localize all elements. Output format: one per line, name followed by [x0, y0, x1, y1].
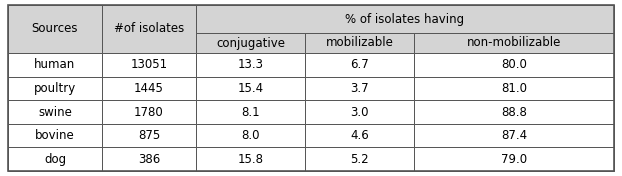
Bar: [8, 5, 102, 53]
Text: 88.8: 88.8: [501, 105, 527, 118]
Text: 79.0: 79.0: [501, 153, 527, 166]
Text: 13.3: 13.3: [238, 58, 263, 71]
Text: human: human: [34, 58, 76, 71]
Text: swine: swine: [38, 105, 72, 118]
Text: 5.2: 5.2: [350, 153, 369, 166]
Bar: [8, 77, 102, 100]
Bar: [8, 100, 102, 124]
Bar: [196, 5, 614, 33]
Bar: [305, 33, 414, 53]
Text: 1780: 1780: [134, 105, 164, 118]
Text: 6.7: 6.7: [350, 58, 369, 71]
Text: 87.4: 87.4: [501, 129, 527, 142]
Bar: [196, 147, 305, 171]
Bar: [196, 100, 305, 124]
Bar: [196, 77, 305, 100]
Text: 386: 386: [137, 153, 160, 166]
Text: 3.0: 3.0: [350, 105, 369, 118]
Bar: [102, 53, 196, 77]
Text: #of isolates: #of isolates: [114, 23, 184, 36]
Bar: [414, 33, 614, 53]
Bar: [102, 100, 196, 124]
Text: 13051: 13051: [131, 58, 167, 71]
Text: 3.7: 3.7: [350, 82, 369, 95]
Bar: [414, 124, 614, 147]
Bar: [102, 77, 196, 100]
Bar: [102, 5, 196, 53]
Bar: [305, 147, 414, 171]
Bar: [102, 147, 196, 171]
Bar: [102, 124, 196, 147]
Bar: [305, 100, 414, 124]
Text: dog: dog: [44, 153, 66, 166]
Text: 15.4: 15.4: [238, 82, 264, 95]
Bar: [414, 53, 614, 77]
Bar: [8, 124, 102, 147]
Text: 875: 875: [137, 129, 160, 142]
Text: mobilizable: mobilizable: [325, 36, 394, 49]
Bar: [414, 77, 614, 100]
Text: 80.0: 80.0: [501, 58, 527, 71]
Text: bovine: bovine: [35, 129, 75, 142]
Text: poultry: poultry: [34, 82, 76, 95]
Text: 15.8: 15.8: [238, 153, 263, 166]
Text: conjugative: conjugative: [216, 36, 285, 49]
Bar: [414, 100, 614, 124]
Bar: [8, 147, 102, 171]
Bar: [305, 53, 414, 77]
Text: non-mobilizable: non-mobilizable: [467, 36, 561, 49]
Bar: [196, 33, 305, 53]
Text: 4.6: 4.6: [350, 129, 369, 142]
Bar: [305, 77, 414, 100]
Bar: [8, 53, 102, 77]
Text: 81.0: 81.0: [501, 82, 527, 95]
Text: 8.1: 8.1: [241, 105, 260, 118]
Text: % of isolates having: % of isolates having: [345, 12, 465, 26]
Bar: [196, 124, 305, 147]
Text: 8.0: 8.0: [241, 129, 259, 142]
Bar: [196, 53, 305, 77]
Text: Sources: Sources: [32, 23, 78, 36]
Bar: [414, 147, 614, 171]
Bar: [305, 124, 414, 147]
Text: 1445: 1445: [134, 82, 164, 95]
